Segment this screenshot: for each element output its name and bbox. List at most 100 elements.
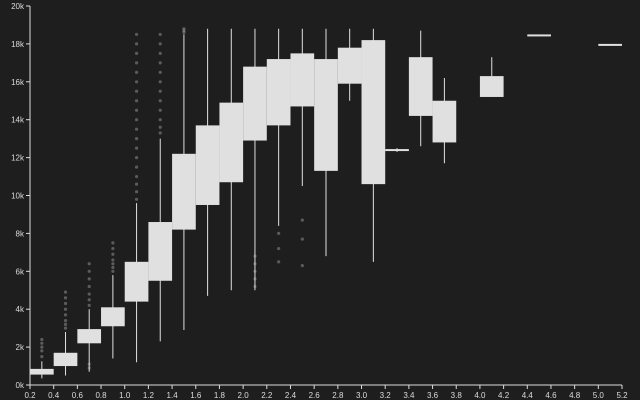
outlier-point	[182, 27, 186, 31]
outlier-point	[63, 322, 68, 326]
outlier-point	[253, 269, 257, 273]
outlier-point	[158, 80, 162, 84]
box	[195, 125, 220, 205]
y-tick-label: 20k	[11, 2, 25, 11]
box-group	[385, 148, 409, 152]
outlier-point	[134, 99, 139, 103]
x-tick-label: 4.0	[474, 391, 486, 400]
outlier-point	[253, 262, 257, 266]
outlier-point	[63, 318, 68, 323]
x-tick-label: 1.8	[214, 391, 226, 400]
outlier-point	[63, 296, 68, 300]
y-tick-label: 14k	[11, 116, 25, 125]
x-tick-label: 1.2	[143, 391, 155, 400]
outlier-point	[63, 307, 68, 311]
outlier-point	[277, 260, 281, 264]
box-group	[101, 241, 125, 359]
x-tick-label: 3.6	[427, 391, 439, 400]
box	[290, 53, 315, 107]
box-group	[290, 28, 315, 268]
y-tick-label: 16k	[11, 78, 25, 87]
outlier-point	[134, 190, 139, 194]
y-axis: 0k 2k 4k 6k 8k 10k 12k 14k 16k 18k 20k	[11, 2, 31, 390]
outlier-point	[111, 269, 115, 273]
outlier-point	[40, 337, 44, 342]
box	[219, 102, 244, 183]
y-tick-label: 10k	[11, 192, 25, 201]
outlier-point	[158, 99, 162, 103]
outlier-point	[40, 354, 44, 359]
outlier-point	[277, 246, 281, 251]
x-tick-label: 2.6	[309, 391, 321, 400]
box-group	[172, 27, 196, 331]
outlier-point	[253, 284, 257, 289]
box-group	[148, 32, 173, 342]
box	[527, 34, 551, 37]
outlier-point	[158, 32, 162, 37]
outlier-point	[111, 252, 115, 256]
outlier-point	[40, 345, 44, 349]
outlier-point	[87, 284, 91, 289]
outlier-point	[134, 146, 139, 150]
y-tick-label: 18k	[11, 40, 25, 49]
x-tick-label: 4.4	[522, 391, 534, 400]
x-tick-label: 5.2	[616, 391, 628, 400]
box	[172, 153, 196, 230]
y-tick-label: 12k	[11, 154, 25, 163]
x-tick-label: 0.4	[48, 391, 60, 400]
outlier-point	[158, 61, 162, 65]
outlier-point	[253, 277, 257, 281]
outlier-point	[63, 326, 68, 330]
x-tick-label: 3.8	[451, 391, 463, 400]
outlier-point	[134, 51, 139, 55]
outlier-point	[158, 51, 162, 55]
box	[30, 368, 54, 375]
outlier-point	[277, 231, 281, 235]
outlier-point	[134, 89, 139, 93]
x-tick-label: 4.2	[498, 391, 510, 400]
box	[101, 307, 125, 327]
y-tick-label: 6k	[16, 267, 25, 276]
x-tick-label: 3.2	[380, 391, 392, 400]
box	[361, 40, 386, 185]
box	[385, 149, 409, 152]
outlier-point	[134, 118, 139, 122]
box-group	[527, 34, 551, 37]
box	[148, 222, 173, 281]
outlier-point	[111, 265, 115, 270]
outlier-point	[134, 165, 139, 169]
outlier-point	[40, 349, 44, 353]
outlier-point	[158, 118, 162, 122]
y-tick-label: 2k	[16, 343, 25, 352]
x-tick-label: 3.4	[403, 391, 415, 400]
outlier-point	[111, 241, 115, 245]
outlier-point	[134, 156, 139, 160]
outlier-point	[134, 80, 139, 84]
outlier-point	[87, 269, 91, 273]
x-tick-label: 2.8	[332, 391, 344, 400]
outlier-point	[158, 70, 162, 74]
box	[266, 59, 291, 126]
y-tick-label: 8k	[16, 229, 25, 238]
box-group	[195, 28, 220, 296]
outlier-point	[40, 341, 44, 345]
box	[314, 59, 338, 171]
box-group	[243, 28, 267, 291]
outlier-point	[87, 362, 91, 366]
box	[53, 352, 78, 367]
outlier-point	[158, 108, 162, 112]
plot-area	[30, 27, 622, 379]
x-tick-label: 0.8	[95, 391, 107, 400]
outlier-point	[134, 137, 139, 141]
x-tick-label: 3.0	[356, 391, 368, 400]
box-group	[432, 78, 457, 164]
outlier-point	[134, 127, 139, 131]
outlier-point	[158, 89, 162, 93]
outlier-point	[134, 70, 139, 74]
y-tick-label: 4k	[16, 305, 25, 314]
outlier-point	[63, 301, 68, 306]
outlier-point	[182, 29, 186, 33]
box-group	[479, 57, 504, 97]
outlier-point	[134, 32, 139, 37]
outlier-point	[158, 42, 162, 46]
